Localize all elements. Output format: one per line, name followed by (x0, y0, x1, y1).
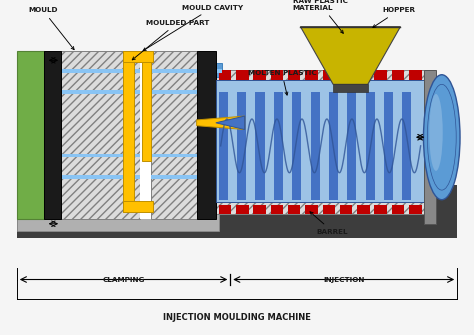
Bar (301, 92, 310, 200)
Bar (44, 175, 222, 179)
Bar (253, 70, 266, 79)
Bar (333, 84, 368, 92)
Bar (253, 205, 266, 214)
Polygon shape (197, 116, 245, 130)
Ellipse shape (423, 75, 460, 200)
Bar (61, 51, 140, 219)
Text: INJECTION MOULDING MACHINE: INJECTION MOULDING MACHINE (163, 313, 311, 322)
Bar (219, 92, 228, 200)
Bar (347, 92, 356, 200)
Bar (292, 92, 301, 200)
Bar (305, 205, 318, 214)
Bar (44, 69, 222, 73)
Bar (197, 51, 216, 219)
Bar (123, 201, 154, 212)
Bar (288, 70, 301, 79)
Bar (340, 205, 352, 214)
Bar (374, 70, 387, 79)
Bar (219, 205, 231, 214)
Bar (237, 92, 246, 200)
Bar (392, 70, 404, 79)
Bar (338, 92, 347, 200)
Bar (44, 90, 222, 94)
Bar (356, 92, 365, 200)
Bar (402, 92, 411, 200)
Bar (374, 205, 387, 214)
Text: HOPPER: HOPPER (373, 7, 415, 27)
Bar (288, 205, 301, 214)
Text: CLAMPING: CLAMPING (102, 276, 145, 282)
Bar (384, 92, 393, 200)
Bar (305, 70, 318, 79)
Bar (392, 205, 404, 214)
Bar (236, 70, 248, 79)
Bar (123, 51, 134, 212)
Bar (236, 205, 248, 214)
Bar (357, 205, 370, 214)
Bar (246, 92, 255, 200)
Polygon shape (301, 27, 401, 84)
Bar (271, 205, 283, 214)
Bar (216, 70, 429, 214)
Bar (123, 51, 154, 62)
Bar (425, 70, 436, 224)
Bar (219, 70, 231, 79)
Bar (17, 51, 44, 219)
Text: INJECTION: INJECTION (323, 276, 365, 282)
Bar (323, 70, 335, 79)
Text: BARREL: BARREL (310, 212, 348, 234)
Text: RAW PLASTIC
MATERIAL: RAW PLASTIC MATERIAL (293, 0, 348, 33)
Bar (329, 92, 338, 200)
Bar (409, 205, 421, 214)
Bar (310, 92, 319, 200)
Bar (44, 169, 222, 183)
Bar (411, 92, 420, 200)
Text: MOULD CAVITY: MOULD CAVITY (143, 5, 243, 51)
Bar (340, 70, 352, 79)
Bar (151, 51, 197, 219)
Bar (44, 153, 222, 157)
Bar (409, 70, 421, 79)
Bar (140, 51, 151, 219)
Text: MOLTEN PLASTIC: MOLTEN PLASTIC (247, 70, 316, 95)
Bar (323, 205, 335, 214)
Bar (375, 92, 384, 200)
Bar (357, 70, 370, 79)
Bar (44, 148, 222, 161)
Text: MOULDED PART: MOULDED PART (132, 20, 209, 60)
Ellipse shape (429, 94, 443, 171)
Bar (264, 92, 274, 200)
Bar (319, 92, 329, 200)
Bar (283, 92, 292, 200)
Bar (274, 92, 283, 200)
Bar (365, 92, 375, 200)
Bar (44, 84, 222, 98)
Bar (17, 185, 219, 231)
Bar (17, 185, 457, 238)
Bar (255, 92, 264, 200)
Bar (271, 70, 283, 79)
Bar (216, 79, 428, 202)
Bar (44, 51, 61, 219)
Text: MOULD: MOULD (28, 7, 74, 50)
Bar (44, 63, 222, 77)
Bar (228, 92, 237, 200)
Bar (142, 62, 151, 161)
Polygon shape (216, 116, 245, 130)
Bar (393, 92, 402, 200)
